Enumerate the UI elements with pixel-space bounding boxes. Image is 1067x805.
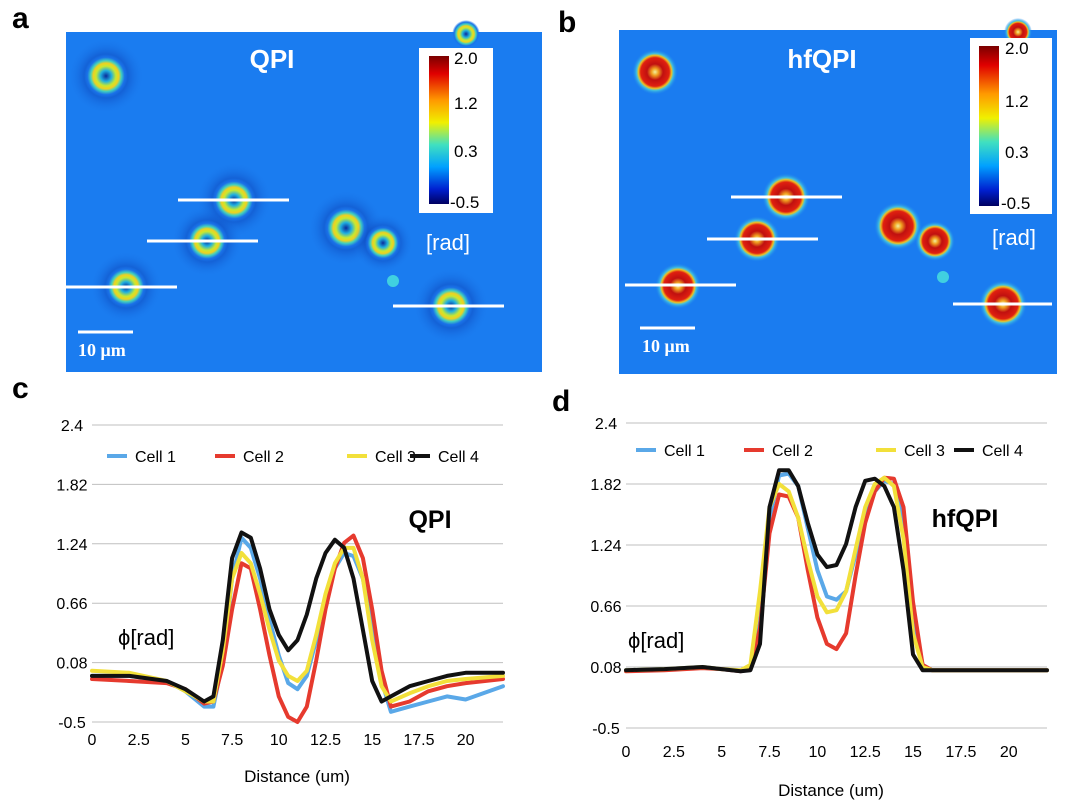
qpi-image: QPI 2.0 1.2 0.3 -0.5 [rad] 10 μm xyxy=(66,20,542,372)
hfqpi-cell xyxy=(874,202,922,250)
qpi-image-title: QPI xyxy=(250,44,295,74)
qpi-scalebar-label: 10 μm xyxy=(78,340,126,360)
hfqpi-colorbar-tick: 0.3 xyxy=(1005,143,1029,162)
hfqpi-xtick-label: 2.5 xyxy=(663,744,685,761)
hfqpi-legend-label: Cell 2 xyxy=(772,443,813,460)
hfqpi-xtick-label: 15 xyxy=(904,744,922,761)
qpi-ytick-label: 2.4 xyxy=(61,418,83,435)
qpi-cell xyxy=(387,275,399,287)
hfqpi-series-line-cell-1 xyxy=(624,471,1049,674)
hfqpi-colorbar-tick: 2.0 xyxy=(1005,39,1029,58)
qpi-cell xyxy=(84,54,128,98)
qpi-ytick-label: 0.66 xyxy=(56,596,87,613)
qpi-ytick-label: 1.82 xyxy=(56,477,87,494)
qpi-colorbar xyxy=(429,56,449,204)
qpi-legend-label: Cell 1 xyxy=(135,449,176,466)
hfqpi-xtick-label: 17.5 xyxy=(945,744,976,761)
qpi-xtick-label: 10 xyxy=(270,732,288,749)
hfqpi-profile-chart: 2.4 1.82 1.24 0.66 0.08 -0.50 2.5 5 7.5 10 12.5 15 1… xyxy=(590,416,1049,800)
hfqpi-scalebar-label: 10 μm xyxy=(642,336,690,356)
hfqpi-image-title: hfQPI xyxy=(787,44,856,74)
qpi-xtick-label: 0 xyxy=(88,732,97,749)
qpi-ytick-label: 0.08 xyxy=(56,656,87,673)
qpi-cell xyxy=(452,20,480,48)
qpi-x-axis-title: Distance (um) xyxy=(244,767,350,786)
hfqpi-image: hfQPI 2.0 1.2 0.3 -0.5 [rad] 10 μm xyxy=(619,18,1057,374)
qpi-colorbar-tick: 0.3 xyxy=(454,142,478,161)
qpi-ytick-label: -0.5 xyxy=(58,715,86,732)
qpi-chart-title: QPI xyxy=(408,506,451,534)
hfqpi-cells xyxy=(632,18,1032,328)
qpi-colorbar-tick: 2.0 xyxy=(454,49,478,68)
hfqpi-colorbar-tick: 1.2 xyxy=(1005,92,1029,111)
qpi-legend-label: Cell 3 xyxy=(375,449,416,466)
panel-letter-a: a xyxy=(12,2,29,35)
hfqpi-chart-title: hfQPI xyxy=(932,505,999,533)
hfqpi-profile-lines xyxy=(625,195,1052,306)
hfqpi-cell xyxy=(915,221,955,261)
panel-letter-b: b xyxy=(558,6,577,39)
qpi-xtick-label: 7.5 xyxy=(221,732,243,749)
hfqpi-xtick-label: 12.5 xyxy=(850,744,881,761)
qpi-unit-label: [rad] xyxy=(426,230,470,255)
qpi-profile-lines xyxy=(66,198,504,308)
qpi-colorbar-tick: 1.2 xyxy=(454,94,478,113)
hfqpi-ytick-label: 0.66 xyxy=(590,599,621,616)
qpi-series-line-cell-4 xyxy=(90,530,505,704)
hfqpi-unit-label: [rad] xyxy=(992,225,1036,250)
qpi-ytick-label: 1.24 xyxy=(56,537,87,554)
hfqpi-x-axis-title: Distance (um) xyxy=(778,781,884,800)
hfqpi-ytick-label: 0.08 xyxy=(590,660,621,677)
qpi-xtick-label: 5 xyxy=(181,732,190,749)
qpi-legend-label: Cell 2 xyxy=(243,449,284,466)
hfqpi-colorbar xyxy=(979,46,999,206)
hfqpi-cell xyxy=(937,271,949,283)
hfqpi-phi-label: ϕ[rad] xyxy=(628,628,684,653)
hfqpi-ytick-label: 1.82 xyxy=(590,477,621,494)
hfqpi-ytick-label: -0.5 xyxy=(592,721,620,738)
qpi-series-line-cell-3 xyxy=(90,545,505,704)
qpi-xtick-label: 17.5 xyxy=(403,732,434,749)
hfqpi-xtick-label: 0 xyxy=(622,744,631,761)
hfqpi-legend-label: Cell 1 xyxy=(664,443,705,460)
hfqpi-xtick-label: 20 xyxy=(1000,744,1018,761)
qpi-phi-label: ϕ[rad] xyxy=(118,625,174,650)
qpi-profile-chart: 2.4 1.82 1.24 0.66 0.08 -0.50 2.5 5 7.5 10 12.5 15 1… xyxy=(56,418,505,786)
hfqpi-ytick-label: 1.24 xyxy=(590,538,621,555)
hfqpi-series-line-cell-4 xyxy=(624,468,1049,674)
qpi-xtick-label: 12.5 xyxy=(310,732,341,749)
hfqpi-xtick-label: 5 xyxy=(717,744,726,761)
qpi-xtick-label: 2.5 xyxy=(128,732,150,749)
panel-letter-c: c xyxy=(12,372,29,405)
qpi-xtick-label: 20 xyxy=(457,732,475,749)
qpi-colorbar-tick: -0.5 xyxy=(450,193,479,212)
qpi-xtick-label: 15 xyxy=(363,732,381,749)
hfqpi-xtick-label: 10 xyxy=(808,744,826,761)
panel-letter-d: d xyxy=(552,385,571,418)
qpi-legend-label: Cell 4 xyxy=(438,449,479,466)
hfqpi-series-line-cell-3 xyxy=(624,475,1049,673)
hfqpi-legend-label: Cell 4 xyxy=(982,443,1023,460)
qpi-cell xyxy=(365,225,401,261)
hfqpi-xtick-label: 7.5 xyxy=(758,744,780,761)
hfqpi-legend-label: Cell 3 xyxy=(904,443,945,460)
hfqpi-colorbar-tick: -0.5 xyxy=(1001,194,1030,213)
hfqpi-ytick-label: 2.4 xyxy=(595,416,617,433)
hfqpi-cell xyxy=(632,49,678,95)
qpi-series-line-cell-1 xyxy=(90,535,505,714)
